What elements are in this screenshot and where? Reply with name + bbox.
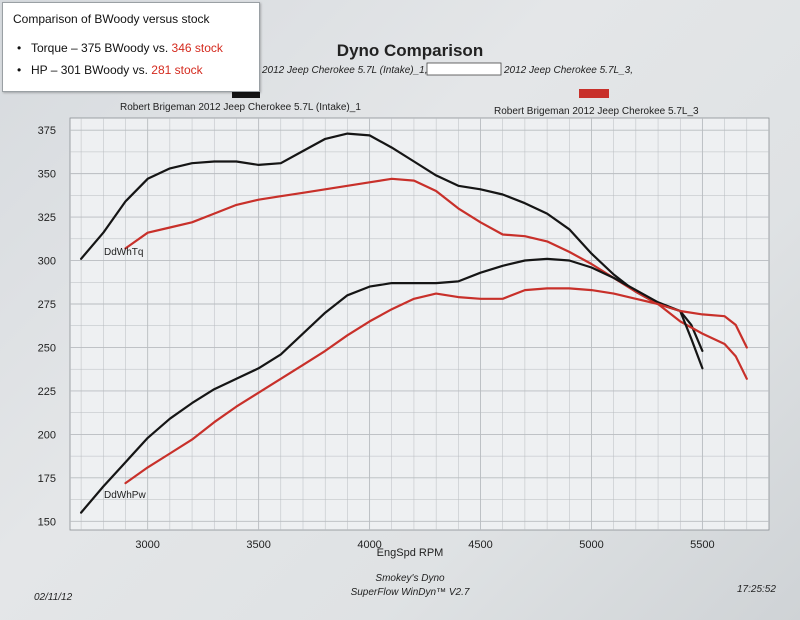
y-tick-label: 300 bbox=[38, 256, 56, 268]
run2-header: 2012 Jeep Cherokee 5.7L_3, bbox=[503, 65, 633, 76]
y-tick-label: 350 bbox=[38, 169, 56, 181]
x-tick-label: 5000 bbox=[579, 539, 603, 551]
bullet: • bbox=[17, 41, 22, 55]
plot-area bbox=[69, 117, 770, 531]
comparison-item-text: Torque – 375 BWoody vs. bbox=[31, 41, 172, 55]
footer-date: 02/11/12 bbox=[34, 592, 73, 603]
comparison-note-title: Comparison of BWoody versus stock bbox=[13, 12, 210, 26]
x-tick-labels: 3000 3500 4000 4500 5000 5500 bbox=[135, 539, 714, 551]
footer-time: 17:25:52 bbox=[737, 584, 776, 595]
x-tick-label: 4500 bbox=[468, 539, 492, 551]
bullet: • bbox=[17, 63, 22, 77]
x-tick-label: 3500 bbox=[246, 539, 270, 551]
y-tick-label: 175 bbox=[38, 473, 56, 485]
x-axis-label: EngSpd RPM bbox=[377, 547, 444, 559]
y-tick-label: 375 bbox=[38, 125, 56, 137]
series-line-black-power bbox=[80, 257, 704, 514]
series-lines bbox=[80, 132, 748, 514]
y-tick-labels: 150 175 200 225 250 275 300 325 350 375 bbox=[38, 125, 56, 528]
curve-label-power: DdWhPw bbox=[104, 490, 146, 501]
curve-label-torque: DdWhTq bbox=[104, 247, 143, 258]
comparison-item-torque: • Torque – 375 BWoody vs. 346 stock bbox=[17, 41, 223, 55]
comparison-item-stock: 346 stock bbox=[171, 41, 223, 55]
y-tick-label: 325 bbox=[38, 212, 56, 224]
chart-title: Dyno Comparison bbox=[337, 41, 483, 60]
y-tick-label: 275 bbox=[38, 299, 56, 311]
y-tick-label: 150 bbox=[38, 516, 56, 528]
run-name-box bbox=[426, 62, 502, 76]
comparison-note: Comparison of BWoody versus stock • Torqu… bbox=[2, 2, 260, 92]
x-tick-label: 5500 bbox=[690, 539, 714, 551]
run1-header: 2012 Jeep Cherokee 5.7L (Intake)_1, bbox=[261, 65, 428, 76]
footer-software-line2: SuperFlow WinDyn™ V2.7 bbox=[351, 587, 470, 598]
legend-swatch-black bbox=[232, 89, 260, 98]
series-line-black-torque bbox=[80, 132, 704, 352]
series-line-red-torque bbox=[124, 177, 748, 380]
legend-label-red: Robert Brigeman 2012 Jeep Cherokee 5.7L_… bbox=[494, 106, 699, 117]
comparison-item-stock: 281 stock bbox=[151, 63, 203, 77]
footer-software-line1: Smokey's Dyno bbox=[375, 573, 445, 584]
y-tick-label: 225 bbox=[38, 386, 56, 398]
y-tick-label: 200 bbox=[38, 429, 56, 441]
y-tick-label: 250 bbox=[38, 342, 56, 354]
comparison-item-hp: • HP – 301 BWoody vs. 281 stock bbox=[17, 63, 203, 77]
series-line-red-power bbox=[124, 287, 748, 485]
x-tick-label: 4000 bbox=[357, 539, 381, 551]
legend-label-black: Robert Brigeman 2012 Jeep Cherokee 5.7L … bbox=[120, 102, 361, 113]
legend-swatch-red bbox=[579, 89, 609, 98]
x-tick-label: 3000 bbox=[135, 539, 159, 551]
comparison-item-text: HP – 301 BWoody vs. bbox=[31, 63, 152, 77]
